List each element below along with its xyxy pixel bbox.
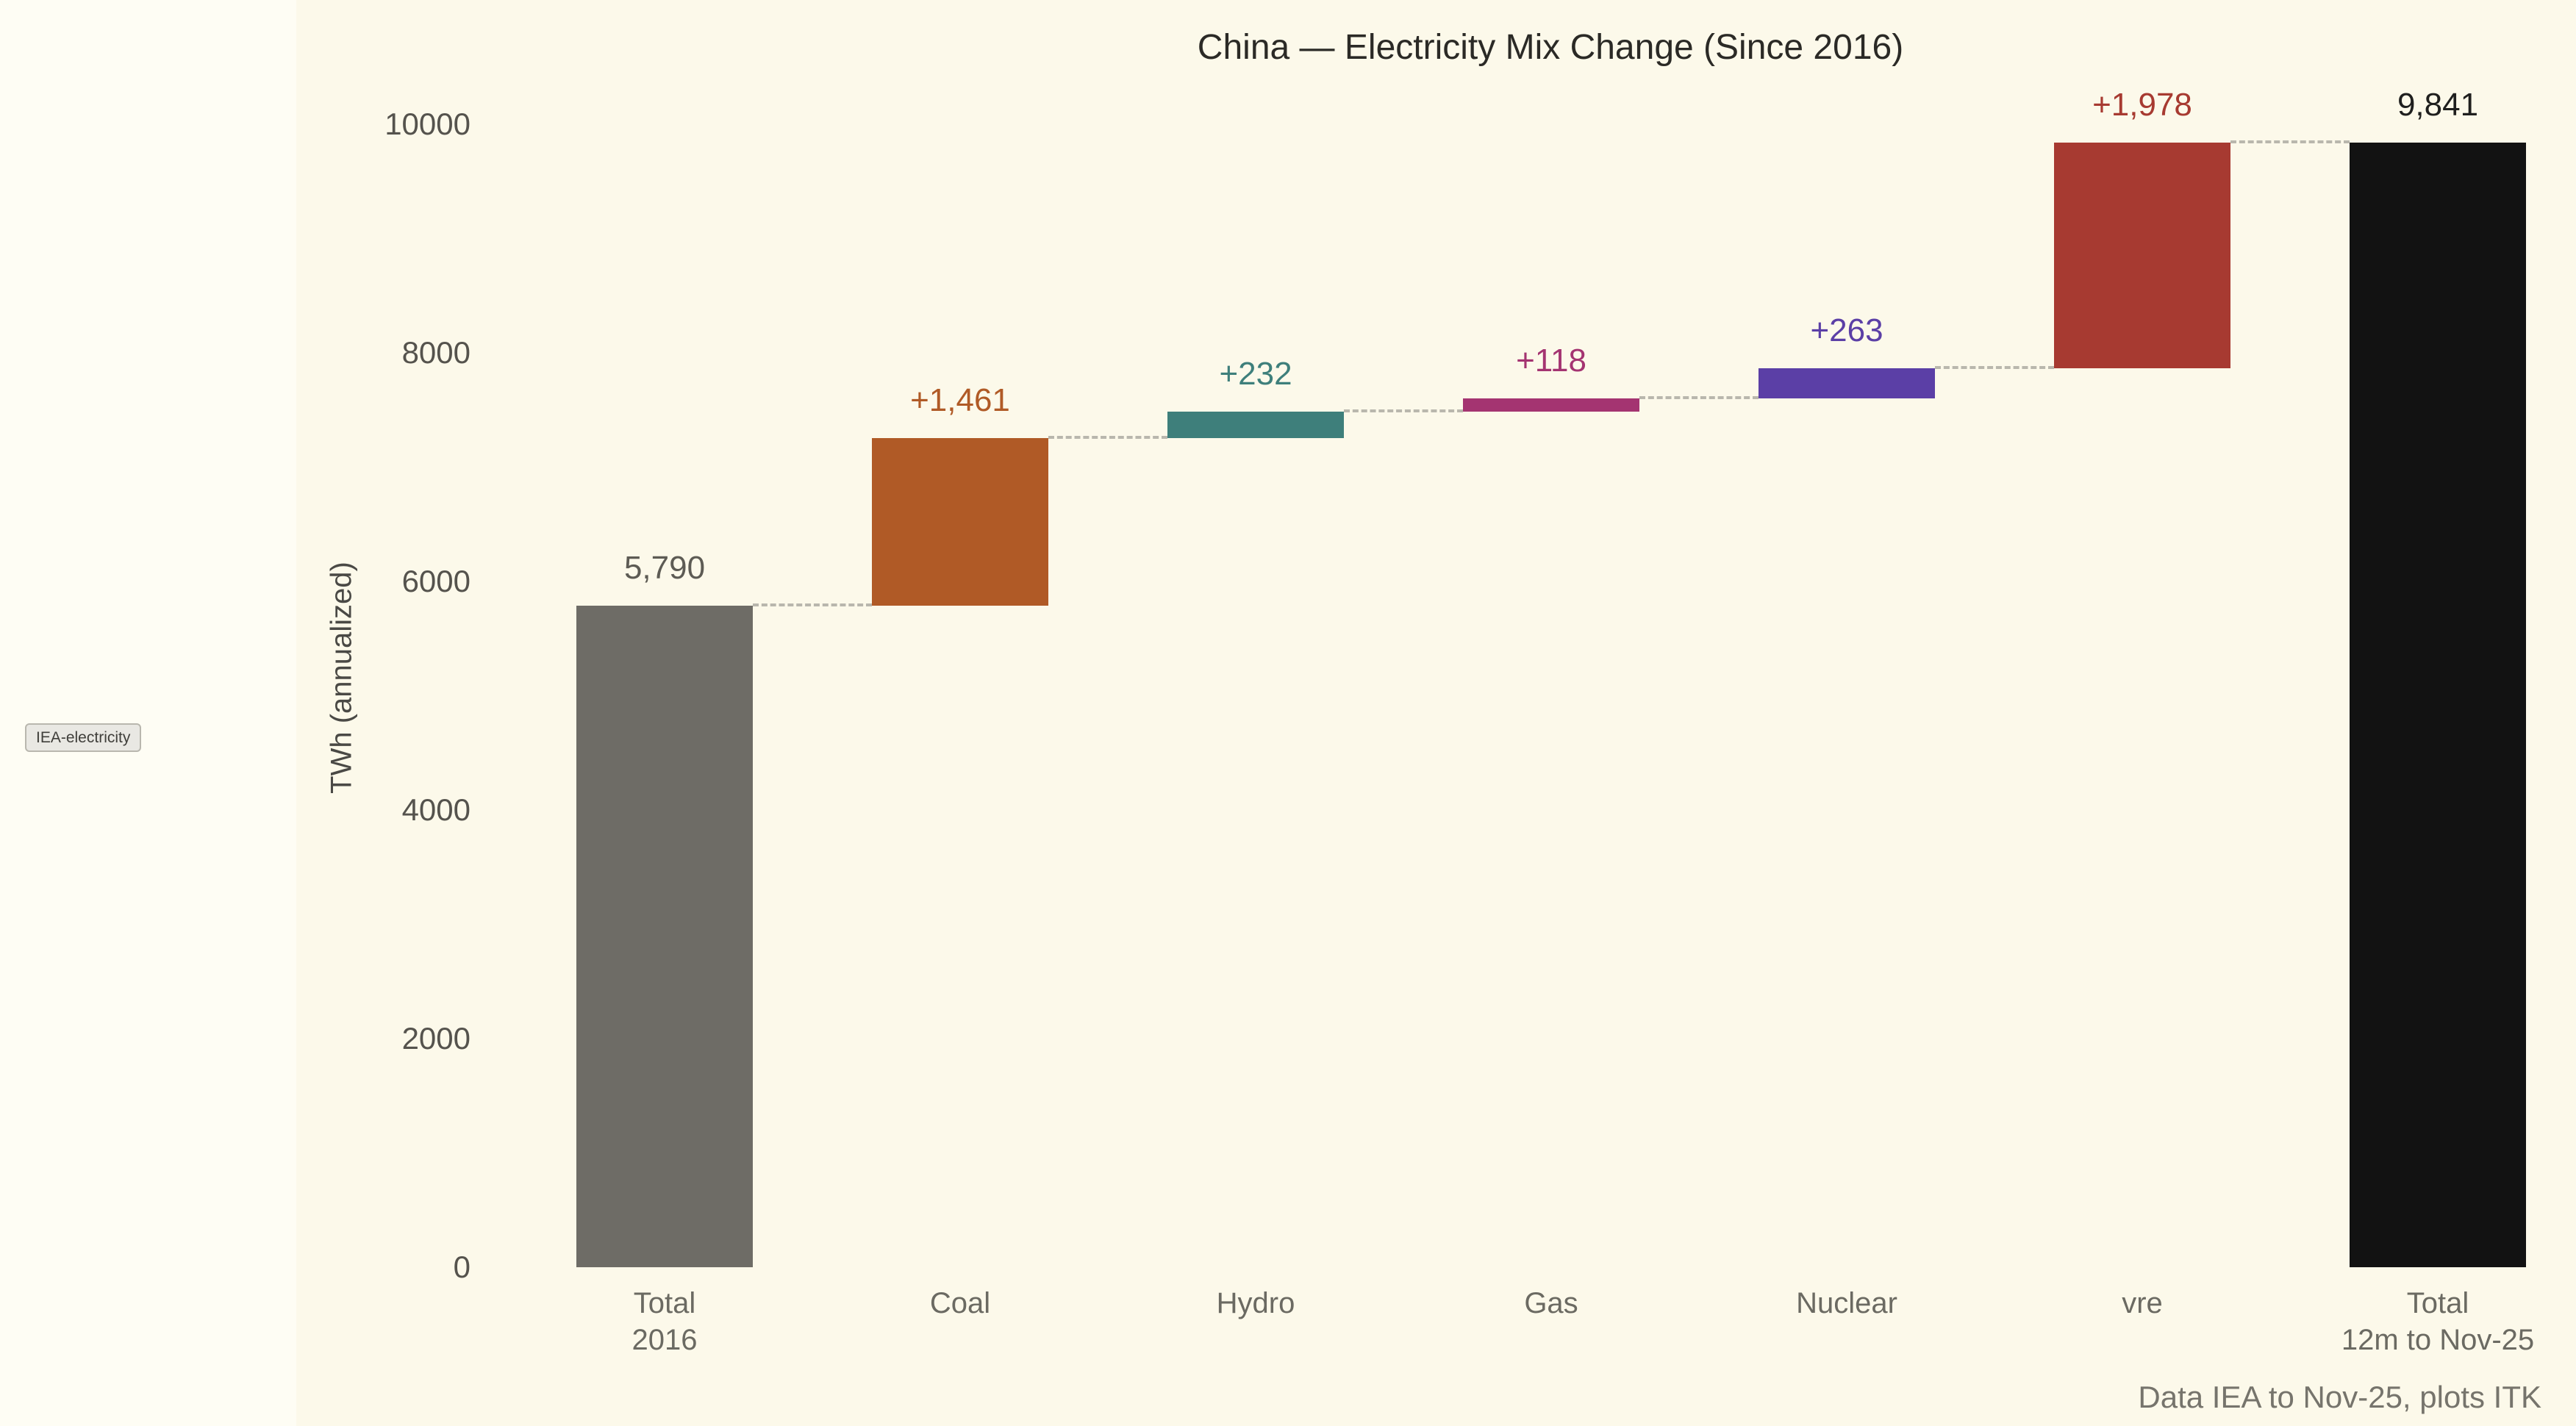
bar-total-12m-to-nov-25 xyxy=(2350,142,2526,1267)
x-axis-label-total-2016: Total 2016 xyxy=(632,1287,698,1356)
x-axis-label-vre: vre xyxy=(2122,1287,2163,1319)
left-margin-strip xyxy=(0,0,296,1426)
connector-line xyxy=(1639,396,1759,400)
bar-value-label-coal: +1,461 xyxy=(910,382,1010,419)
chart-title: China — Electricity Mix Change (Since 20… xyxy=(1197,28,1904,67)
source-note: Data IEA to Nov-25, plots ITK xyxy=(2138,1380,2541,1414)
bar-hydro xyxy=(1167,412,1344,439)
x-axis-label-nuclear: Nuclear xyxy=(1796,1287,1897,1319)
bar-coal xyxy=(872,438,1048,606)
connector-line xyxy=(1048,436,1167,440)
bar-vre xyxy=(2054,142,2230,369)
y-tick-label: 4000 xyxy=(401,792,471,827)
y-tick-label: 10000 xyxy=(384,107,471,141)
bar-total-2016 xyxy=(576,605,753,1267)
bar-value-label-gas: +118 xyxy=(1516,343,1586,379)
y-tick-label: 0 xyxy=(453,1250,471,1284)
y-tick-label: 6000 xyxy=(401,564,471,598)
bar-gas xyxy=(1463,398,1639,412)
bar-nuclear xyxy=(1759,368,1935,399)
x-axis-label-total-12m-to-nov-25: Total 12m to Nov-25 xyxy=(2341,1287,2535,1356)
x-axis-label-coal: Coal xyxy=(929,1287,991,1319)
bar-value-label-nuclear: +263 xyxy=(1810,312,1883,349)
x-axis-label-gas: Gas xyxy=(1524,1287,1578,1319)
connector-line xyxy=(1344,409,1463,413)
bar-value-label-hydro: +232 xyxy=(1219,356,1292,393)
connector-line xyxy=(2230,140,2350,143)
bar-value-label-total-12m-to-nov-25: 9,841 xyxy=(2397,86,2479,123)
y-tick-label: 8000 xyxy=(401,335,471,370)
bar-value-label-vre: +1,978 xyxy=(2092,86,2192,123)
dataset-tag-chip[interactable]: IEA-electricity xyxy=(25,723,142,752)
x-axis-label-hydro: Hydro xyxy=(1216,1287,1295,1319)
connector-line xyxy=(753,603,872,606)
connector-line xyxy=(1935,366,2054,370)
bar-value-label-total-2016: 5,790 xyxy=(623,549,706,586)
y-tick-label: 2000 xyxy=(401,1021,471,1056)
